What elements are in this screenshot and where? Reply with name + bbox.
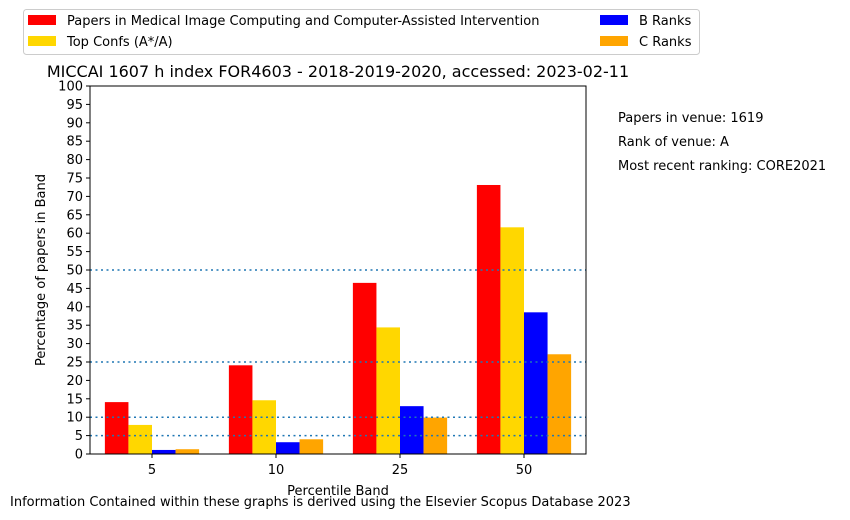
y-tick-label: 20	[66, 374, 83, 389]
bar-4-5	[175, 449, 200, 454]
x-tick-label: 25	[392, 463, 409, 478]
legend-label-4: C Ranks	[639, 35, 692, 50]
y-tick-label: 70	[66, 190, 83, 205]
plot-area: 0 5 10 15 20 25 30 35 40 45 50 55 60 65 70 75 80 85 90 95 10…	[58, 80, 587, 463]
bar-4-10	[299, 439, 324, 454]
x-axis-label: Percentile Band	[287, 484, 389, 499]
y-tick-label: 25	[66, 356, 83, 371]
y-tick-label: 85	[66, 135, 83, 150]
legend-swatch-1	[28, 15, 56, 25]
papers-in-venue: Papers in venue: 1619	[618, 111, 764, 126]
rank-of-venue: Rank of venue: A	[618, 135, 729, 150]
most-recent-ranking: Most recent ranking: CORE2021	[618, 159, 827, 174]
bar-4-50	[547, 354, 572, 454]
y-tick-label: 60	[66, 227, 83, 242]
y-tick-label: 40	[66, 300, 83, 315]
bar-2-25	[376, 327, 400, 454]
bar-3-25	[400, 406, 424, 454]
bar-1-5	[104, 402, 129, 454]
y-tick-label: 50	[66, 264, 83, 279]
legend-label-2: Top Confs (A*/A)	[66, 35, 173, 50]
y-tick-label: 80	[66, 153, 83, 168]
y-tick-label: 75	[66, 172, 83, 187]
x-tick-label: 50	[516, 463, 533, 478]
legend-swatch-4	[600, 36, 628, 46]
bar-1-10	[228, 365, 253, 454]
y-tick-label: 45	[66, 282, 83, 297]
y-tick-label: 90	[66, 116, 83, 131]
x-tick-label: 5	[148, 463, 156, 478]
y-tick-label: 30	[66, 337, 83, 352]
y-tick-label: 35	[66, 319, 83, 334]
legend-swatch-2	[28, 36, 56, 46]
bar-3-5	[152, 449, 176, 454]
y-tick-label: 5	[75, 429, 83, 444]
bar-4-25	[423, 417, 448, 454]
legend-box	[23, 9, 700, 55]
bar-2-5	[128, 424, 152, 454]
legend-swatch-3	[600, 15, 628, 25]
y-tick-label: 65	[66, 208, 83, 223]
bar-2-10	[252, 400, 276, 454]
legend-label-3: B Ranks	[639, 14, 692, 29]
y-tick-label: 0	[75, 448, 83, 463]
bar-1-50	[476, 184, 501, 455]
y-tick-label: 100	[58, 80, 83, 95]
legend: Papers in Medical Image Computing and Co…	[23, 9, 700, 55]
footer-source-note: Information Contained within these graph…	[10, 495, 631, 510]
y-tick-label: 10	[66, 411, 83, 426]
bar-1-25	[352, 282, 377, 454]
y-axis-label: Percentage of papers in Band	[34, 174, 49, 366]
chart-title: MICCAI 1607 h index FOR4603 - 2018-2019-…	[47, 62, 629, 81]
bar-3-50	[524, 312, 548, 454]
y-tick-label: 55	[66, 245, 83, 260]
legend-label-1: Papers in Medical Image Computing and Co…	[67, 14, 539, 29]
bar-2-50	[500, 227, 524, 454]
x-tick-label: 10	[268, 463, 285, 478]
bar-3-10	[276, 442, 300, 454]
y-tick-label: 95	[66, 98, 83, 113]
y-tick-label: 15	[66, 392, 83, 407]
